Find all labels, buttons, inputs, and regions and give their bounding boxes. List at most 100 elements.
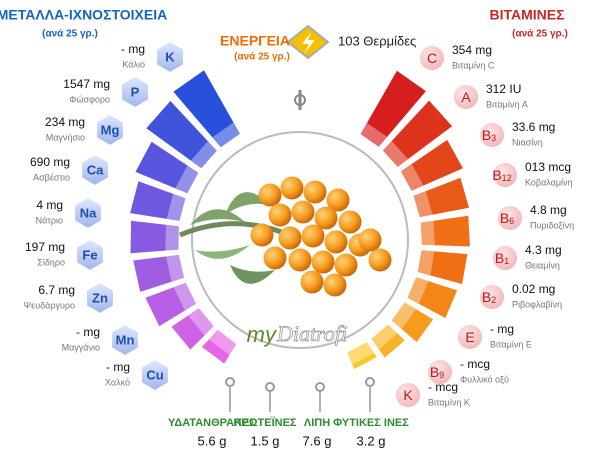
macro-node: [225, 377, 235, 387]
fruit-image: [179, 176, 392, 297]
mineral-badge: [120, 74, 150, 110]
berry: [263, 246, 287, 270]
vitamin-letter: B: [430, 364, 439, 380]
mineral-symbol: Mn: [116, 332, 135, 347]
vitamin-symbol: A: [461, 89, 471, 105]
vitamin-name: Βιταμίνη E: [490, 339, 532, 349]
macro-node: [265, 382, 275, 392]
vitamin-letter: B: [492, 167, 501, 183]
bar-decoration: [146, 101, 217, 169]
vitamin-name: Θειαμίνη: [525, 260, 560, 270]
berry: [303, 180, 327, 204]
mineral-badge: [110, 322, 140, 358]
bar-decoration: [130, 181, 186, 221]
macro-node: [365, 377, 375, 387]
vitamin-badge: [426, 358, 454, 386]
berry: [334, 253, 358, 277]
mineral-symbol: Zn: [92, 290, 108, 305]
mineral-name: Μαγνήσιο: [46, 132, 85, 142]
mineral-value: 4 mg: [36, 198, 63, 212]
berry: [250, 223, 274, 247]
vitamin-name: Νιασίνη: [512, 137, 543, 147]
vitamin-badge: [491, 244, 519, 272]
vitamin-value: - mg: [490, 322, 514, 336]
bar-decoration: [391, 302, 434, 343]
vitamin-symbol: B3: [482, 127, 496, 144]
vitamin-badge: [491, 161, 519, 189]
berry: [311, 250, 335, 274]
mineral-badge: [85, 280, 115, 316]
bar-decoration: [413, 177, 469, 218]
macro-name: ΛΙΠΗ: [304, 417, 330, 429]
bar-stripe: [407, 277, 429, 304]
berry: [291, 200, 315, 224]
vitamin-name: Κοβαλαμίνη: [525, 177, 573, 187]
berry: [338, 210, 362, 234]
macro-value: 3.2 g: [357, 433, 386, 448]
mineral-name: Νάτριο: [36, 215, 63, 225]
vitamin-value: 33.6 mg: [512, 120, 555, 134]
vitamin-subscript: 1: [504, 256, 509, 266]
vitamin-name: Ριβοφλαβίνη: [512, 299, 562, 309]
berry: [358, 228, 382, 252]
vitamin-name: Πυριδοξίνη: [530, 220, 574, 230]
bar-stripe: [382, 140, 409, 167]
vitamin-value: - mcg: [460, 357, 490, 371]
vitamin-letter: B: [482, 289, 491, 305]
vitamin-symbol: B1: [495, 250, 509, 267]
energy-subtitle: (ανά 25 γρ.): [234, 52, 290, 63]
energy-title: ΕΝΕΡΓΕΙΑ: [220, 33, 290, 49]
mineral-badge: [73, 195, 103, 231]
vitamin-value: 4.3 mg: [525, 243, 562, 257]
bar-decoration: [145, 282, 196, 327]
mineral-badge: [95, 112, 125, 148]
berry: [368, 248, 392, 272]
mineral-symbol: Na: [80, 205, 97, 220]
bar-stripe: [190, 141, 217, 169]
bar-decoration: [407, 277, 458, 318]
bar-stripe: [165, 224, 179, 251]
bar-decoration: [417, 250, 468, 284]
vitamin-subscript: 12: [502, 173, 512, 183]
vitamin-value: 312 IU: [486, 82, 521, 96]
vitamin-name: Βιταμίνη K: [428, 397, 470, 407]
mineral-value: - mg: [106, 360, 130, 374]
bar-stripe: [391, 302, 416, 329]
mineral-name: Ασβέστιο: [33, 172, 70, 182]
mineral-symbol: P: [131, 84, 140, 99]
mineral-symbol: Ca: [87, 162, 104, 177]
mineral-value: 690 mg: [30, 155, 70, 169]
decoration: [130, 24, 470, 370]
berry: [288, 248, 312, 272]
vitamin-badge: [394, 381, 422, 409]
mineral-name: Κάλιο: [122, 59, 145, 69]
vitamin-value: 4.8 mg: [530, 203, 567, 217]
mineral-badge: [75, 237, 105, 273]
bar-decoration: [420, 215, 470, 247]
bar-decoration: [400, 139, 463, 191]
vitamin-badge: [418, 44, 446, 72]
bar-stripe: [417, 250, 435, 276]
mineral-name: Ψευδάργυρο: [24, 300, 75, 310]
vitamin-letter: K: [403, 387, 413, 403]
bar-stripe: [212, 122, 240, 148]
berry: [278, 226, 302, 250]
minerals-title: ΜΕΤΑΛΛΑ-ΙΧΝΟΣΤΟΙΧΕΙΑ: [0, 7, 167, 23]
berry: [323, 273, 347, 297]
macro-node: [315, 382, 325, 392]
mineral-symbol: Mg: [101, 122, 120, 137]
bar-stripe: [166, 254, 184, 282]
bar-decoration: [135, 141, 199, 194]
bar-stripe: [400, 164, 424, 191]
macro-name: ΦΥΤΙΚΕΣ ΙΝΕΣ: [333, 417, 409, 429]
bar-stripe: [173, 282, 196, 311]
mineral-badge: [140, 357, 170, 393]
mineral-value: 234 mg: [45, 115, 85, 129]
bar-stripe: [208, 329, 237, 356]
logo-brand: Diatrofi: [276, 321, 347, 346]
mineral-value: - mg: [121, 42, 145, 56]
bar-stripe: [371, 324, 398, 350]
berry: [301, 224, 325, 248]
vitamin-value: 0.02 mg: [512, 282, 555, 296]
